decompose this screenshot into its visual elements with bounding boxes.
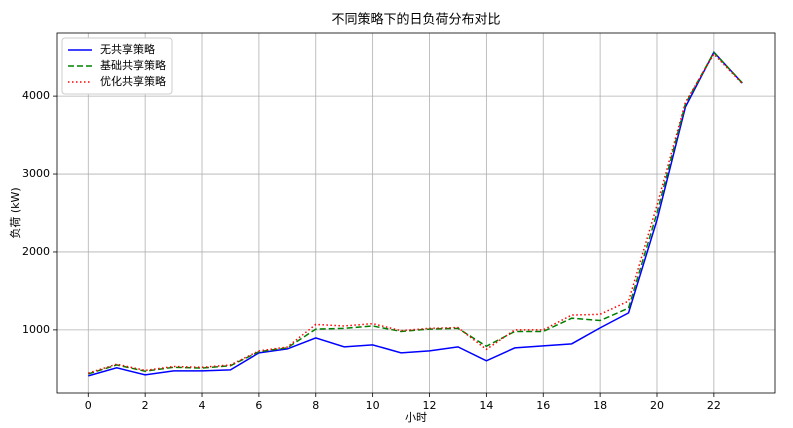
x-tick-label: 2 [142, 399, 149, 412]
x-tick-label: 4 [199, 399, 206, 412]
series-line [88, 51, 743, 375]
x-tick-label: 6 [255, 399, 262, 412]
x-tick-label: 12 [423, 399, 437, 412]
x-tick-label: 8 [312, 399, 319, 412]
x-tick-label: 14 [479, 399, 493, 412]
legend-label: 基础共享策略 [100, 58, 166, 72]
x-tick-label: 20 [650, 399, 664, 412]
x-tick-label: 22 [707, 399, 721, 412]
y-tick-label: 3000 [22, 167, 50, 180]
y-tick-label: 1000 [22, 323, 50, 336]
x-tick-label: 0 [85, 399, 92, 412]
x-tick-label: 10 [366, 399, 380, 412]
series-line [88, 50, 743, 377]
legend-box [61, 37, 173, 95]
chart-title: 不同策略下的日负荷分布对比 [331, 12, 500, 28]
plot-frame [56, 32, 776, 394]
series-line [88, 52, 743, 374]
y-axis-label: 负荷 (kW) [8, 187, 22, 238]
x-tick-label: 18 [593, 399, 607, 412]
y-tick-label: 4000 [22, 89, 50, 102]
x-axis-label: 小时 [405, 411, 427, 424]
legend-label: 无共享策略 [100, 42, 155, 56]
legend-label: 优化共享策略 [100, 74, 166, 88]
x-tick-label: 16 [536, 399, 550, 412]
y-tick-label: 2000 [22, 245, 50, 258]
